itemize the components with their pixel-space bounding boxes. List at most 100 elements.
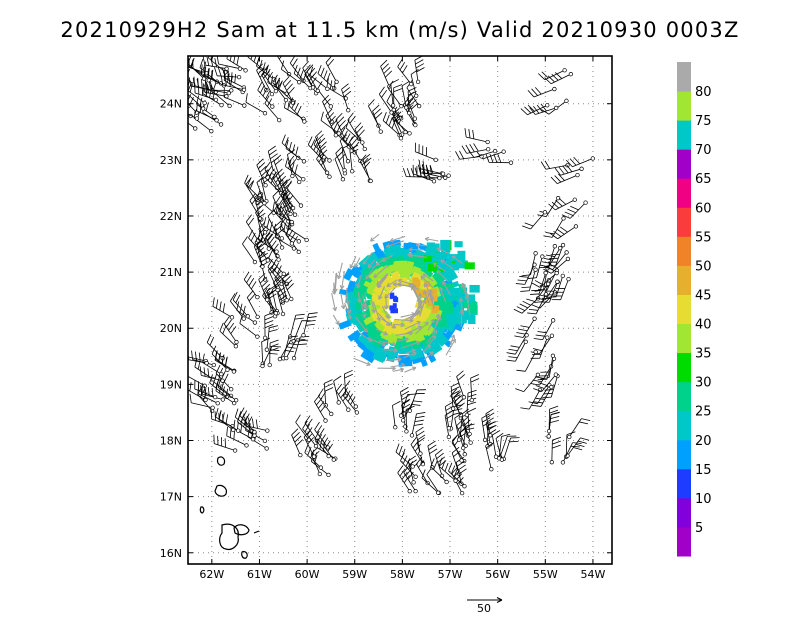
wind-barb: [359, 154, 373, 184]
wind-barb-shaft: [459, 416, 463, 439]
wind-barb-station: [345, 159, 351, 164]
storm-wind-arrow: [386, 279, 398, 288]
storm-wind-arrowhead: [412, 351, 417, 357]
wind-barb-feather: [175, 86, 178, 95]
wind-barb-feather: [319, 141, 327, 149]
wind-barb-feather: [414, 167, 418, 177]
storm-wind-arrow: [436, 247, 451, 255]
wind-barb-shaft: [242, 243, 256, 263]
wind-barb-station: [436, 490, 441, 495]
wind-barb-feather: [342, 143, 351, 149]
wind-barb-feather: [325, 108, 333, 116]
wind-barb-feather: [390, 79, 399, 84]
swath-cell: [425, 275, 438, 288]
colorbar-swatch: [677, 526, 691, 557]
colorbar-swatch: [677, 265, 691, 295]
wind-barb-feather: [299, 70, 304, 79]
wind-barb-feather: [320, 149, 328, 157]
swath-cell: [389, 305, 394, 311]
wind-barb-shaft: [188, 113, 198, 119]
wind-barb: [242, 236, 258, 265]
wind-barb-feather: [279, 175, 287, 183]
y-tick-label: 17N: [160, 491, 182, 504]
wind-barb-feather: [272, 74, 278, 83]
wind-barb-feather: [410, 68, 419, 75]
wind-barb-feather: [581, 418, 591, 421]
wind-barb-shaft: [401, 85, 407, 108]
wind-barb-feather: [572, 442, 582, 444]
wind-barb-station: [391, 107, 396, 112]
storm-wind-arrow-shaft: [442, 281, 452, 296]
wind-barb-shaft: [223, 96, 245, 106]
wind-barb-feather: [463, 419, 471, 427]
wind-barb-feather: [461, 145, 467, 154]
storm-wind-arrowhead: [373, 273, 378, 278]
wind-barb-station: [564, 98, 569, 103]
wind-barb-feather: [201, 78, 203, 88]
wind-barb-feather: [206, 334, 212, 343]
storm-wind-arrow-shaft: [332, 314, 340, 325]
wind-barb-feather: [556, 228, 565, 235]
storm-wind-arrow: [396, 336, 409, 342]
colorbar-label: 30: [695, 376, 712, 391]
wind-barb-shaft: [281, 68, 300, 83]
storm-wind-arrow-shaft: [370, 298, 375, 313]
wind-barb-station: [274, 249, 279, 254]
wind-barb-feather: [243, 418, 247, 427]
storm-wind-arrowhead: [369, 237, 375, 242]
wind-barb-feather: [209, 81, 214, 91]
wind-barb-feather: [528, 308, 538, 311]
wind-barb-feather: [278, 80, 283, 90]
storm-wind-arrow: [344, 302, 352, 320]
wind-barb: [380, 59, 393, 89]
wind-barb-shaft: [451, 440, 462, 461]
wind-barb-feather: [204, 66, 207, 76]
wind-barb-feather: [270, 349, 280, 351]
wind-barb-feather: [451, 433, 459, 441]
wind-barb-feather: [526, 298, 536, 302]
storm-wind-arrowhead: [459, 309, 465, 314]
wind-barb: [314, 394, 328, 423]
wind-barb-station: [265, 258, 270, 263]
wind-barb-station: [590, 156, 595, 161]
wind-barb-feather: [416, 412, 426, 415]
wind-barb-station: [433, 157, 438, 163]
wind-barb-station: [560, 273, 565, 279]
wind-barb-feather: [296, 439, 304, 447]
wind-barb-station: [255, 294, 260, 300]
wind-barb-feather: [230, 72, 233, 82]
wind-barb-feather: [380, 59, 388, 67]
wind-barb-feather: [294, 103, 299, 112]
wind-barb-feather: [207, 368, 210, 378]
storm-wind-arrow-shaft: [370, 233, 380, 242]
wind-barb-station: [413, 488, 418, 494]
x-tick-label: 59W: [342, 568, 367, 581]
wind-barb-feather: [269, 339, 279, 344]
wind-barb-feather: [258, 162, 266, 169]
wind-barb-shaft: [359, 161, 372, 182]
wind-barb-feather: [517, 279, 527, 282]
storm-wind-arrow-shaft: [376, 273, 388, 286]
colorbar-swatch: [677, 352, 691, 383]
wind-barb-station: [252, 320, 258, 325]
wind-barb-feather: [251, 196, 258, 205]
storm-wind-arrow: [427, 335, 437, 346]
colorbar-swatch: [677, 323, 691, 354]
wind-barb-feather: [554, 72, 563, 79]
wind-barb-feather: [315, 130, 323, 138]
wind-barb-feather: [281, 273, 290, 280]
wind-barb: [272, 201, 294, 225]
wind-barb-station: [411, 480, 416, 485]
wind-barb-station: [336, 400, 341, 405]
storm-wind-arrowhead: [400, 322, 405, 328]
wind-barb: [561, 200, 588, 219]
wind-barb-feather: [256, 57, 260, 67]
wind-barb-feather: [402, 97, 410, 106]
wind-barb-feather: [385, 114, 390, 124]
wind-barb-station: [404, 105, 409, 110]
wind-barb-feather: [320, 157, 327, 166]
wind-barb-feather: [270, 261, 276, 271]
swath-cell: [440, 239, 451, 251]
swath-cell: [451, 287, 462, 296]
wind-barb-station: [219, 371, 224, 377]
